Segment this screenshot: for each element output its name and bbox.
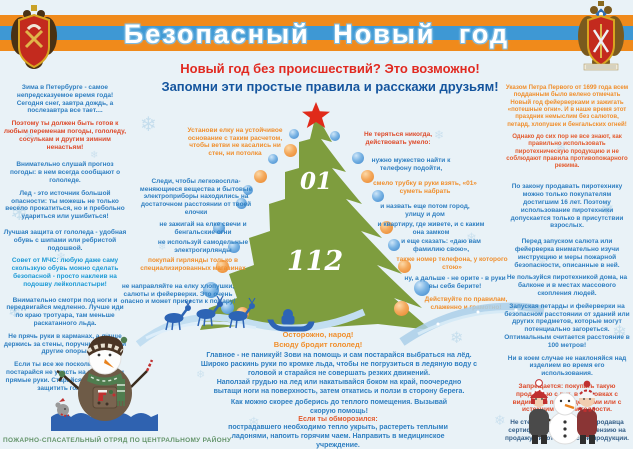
ice-instruction: Наползай грудью на лед или накатывайся б… bbox=[213, 379, 465, 395]
tree-tip: также номер телефона, у которого стою» bbox=[396, 256, 508, 271]
emercom-emblem-icon bbox=[578, 1, 624, 71]
ornament-ball bbox=[228, 241, 240, 253]
christmas-tree bbox=[200, 114, 431, 330]
tree-tip: нужно мужество найти к телефону подойти, bbox=[371, 157, 451, 172]
tree-tip: Следи, чтобы легковоспла- меняющиеся вещ… bbox=[139, 178, 253, 216]
ice-warning-line2: Всюду бродит гололед! bbox=[273, 339, 363, 349]
frostbite-title: Если ты обморозился: bbox=[298, 416, 378, 423]
frostbite-instruction: пострадавшего необходимо тепло укрыть, р… bbox=[228, 424, 448, 449]
tree-tip: и квартиру, где живете, и с каким она за… bbox=[377, 221, 485, 236]
ornament-ball bbox=[372, 190, 384, 202]
ice-instruction: Главное - не паникуй! Зови на помощь и с… bbox=[200, 352, 478, 377]
ornament-ball bbox=[352, 152, 364, 164]
tree-tip: Действуйте по правилам, слаженно и грамо… bbox=[424, 296, 508, 311]
pyro-tip: Не пользуйся пиротехникой дома, на балко… bbox=[506, 274, 628, 297]
ornament-ball bbox=[203, 282, 219, 298]
reindeer-sleigh-illustration bbox=[136, 295, 366, 347]
ornament-ball bbox=[330, 131, 340, 141]
ice-warning-title: Осторожно, народ! Всюду бродит гололед! bbox=[258, 330, 378, 350]
tree-star-icon bbox=[302, 102, 330, 128]
pyro-tip: Указом Петра Первого от 1699 года всем п… bbox=[505, 84, 629, 128]
ornament-ball bbox=[361, 170, 374, 183]
emergency-number-112: 112 bbox=[286, 246, 344, 277]
winter-safety-column: Зима в Петербурге - самое непредсказуемо… bbox=[3, 84, 127, 397]
tree-tip: смело трубку в руки взять, «01» суметь н… bbox=[373, 180, 477, 195]
pyro-tip: Ни в коем случае не наклоняйся над издел… bbox=[507, 354, 627, 378]
tree-tip: ну, а дальше - не орите - в руки вы себя… bbox=[404, 275, 506, 290]
ornament-ball bbox=[268, 154, 278, 164]
snowman-illustration bbox=[51, 335, 158, 431]
headline: Новый год без происшествий? Это возможно… bbox=[110, 60, 550, 95]
ice-warning-line1: Осторожно, народ! bbox=[282, 330, 354, 339]
winter-tip: Внимательно смотри под ноги и передвигай… bbox=[6, 296, 124, 327]
ornament-ball bbox=[221, 301, 234, 314]
tree-tip: не используй самодельные электрогирлянды bbox=[157, 239, 249, 254]
ornament-ball bbox=[236, 198, 247, 209]
tree-tip: и назвать еще потом город, улицу и дом bbox=[380, 203, 470, 218]
winter-tip: Если ты все же поскользнулся, постарайся… bbox=[5, 361, 125, 392]
emergency-number-01: 01 bbox=[299, 168, 332, 195]
winter-tip: Внимательно слушай прогноз погоды: в нем… bbox=[9, 161, 121, 184]
snow-swirl-illustration bbox=[399, 302, 545, 346]
winter-tip: Совет от МЧС: любую даже саму скользкую … bbox=[11, 257, 119, 288]
tree-tip: не зажигай на елке свечи и бенгальские о… bbox=[159, 221, 247, 236]
ornament-ball bbox=[380, 221, 393, 234]
tree-tip: Не теряться никогда, действовать умело: bbox=[363, 131, 433, 146]
tree-tip: покупай гирлянды только в специализирова… bbox=[140, 257, 246, 272]
ornament-ball bbox=[243, 185, 253, 195]
ice-instruction: Как можно скорее доберись до теплого пом… bbox=[230, 399, 448, 415]
ornament-ball bbox=[414, 280, 430, 296]
winter-tip: Лучшая защита от гололеда - удобная обув… bbox=[3, 228, 127, 252]
ornament-ball bbox=[394, 301, 409, 316]
tree-tip: и еще сказать: «даю вам фамилию свою», bbox=[401, 238, 481, 253]
ornament-ball bbox=[388, 239, 400, 251]
pyrotechnics-column: Указом Петра Первого от 1699 года всем п… bbox=[504, 84, 630, 448]
fire-service-emblem-icon bbox=[11, 5, 57, 69]
ornament-ball bbox=[254, 170, 267, 183]
headline-line1: Новый год без происшествий? Это возможно… bbox=[180, 61, 480, 76]
ornament-ball bbox=[398, 260, 411, 273]
header-band-stripe bbox=[0, 26, 633, 40]
winter-tip: Зима в Петербурге - самое непредсказуемо… bbox=[16, 84, 114, 115]
ornament-ball bbox=[216, 260, 229, 273]
tree-tip: Установи елку на устойчивое основание с … bbox=[187, 127, 283, 157]
header-band bbox=[0, 15, 633, 51]
snowflake-icon: ❄ bbox=[140, 114, 157, 136]
winter-tip: Поэтому ты должен быть готов к любым пер… bbox=[3, 120, 127, 151]
ornament-ball bbox=[289, 129, 299, 139]
tree-tip: не направляйте на елку хлопушки, салюты … bbox=[120, 283, 236, 306]
pyro-tip: Запуская петарды и фейерверки на безопас… bbox=[504, 302, 630, 349]
pyro-tip: По закону продавать пиротехнику можно то… bbox=[510, 183, 624, 230]
kids-snowman-illustration bbox=[529, 379, 597, 445]
winter-tip: Не прячь руки в карманах, а лучше держис… bbox=[3, 332, 127, 356]
pyro-tip: Перед запуском салюта или фейерверка вни… bbox=[514, 238, 620, 269]
pyro-tip: Однако до сих пор не все знают, как прав… bbox=[506, 132, 628, 170]
winter-tip: Лед - это источник большой опасности: ты… bbox=[5, 189, 125, 221]
ornament-ball bbox=[284, 144, 297, 157]
poster-title: Безопасный Новый год bbox=[123, 19, 510, 49]
ornament-ball bbox=[213, 222, 225, 234]
rescue-unit-label: ПОЖАРНО-СПАСАТЕЛЬНЫЙ ОТРЯД ПО ЦЕНТРАЛЬНО… bbox=[3, 437, 232, 444]
headline-line2: Запомни эти простые правила и расскажи д… bbox=[161, 78, 499, 94]
